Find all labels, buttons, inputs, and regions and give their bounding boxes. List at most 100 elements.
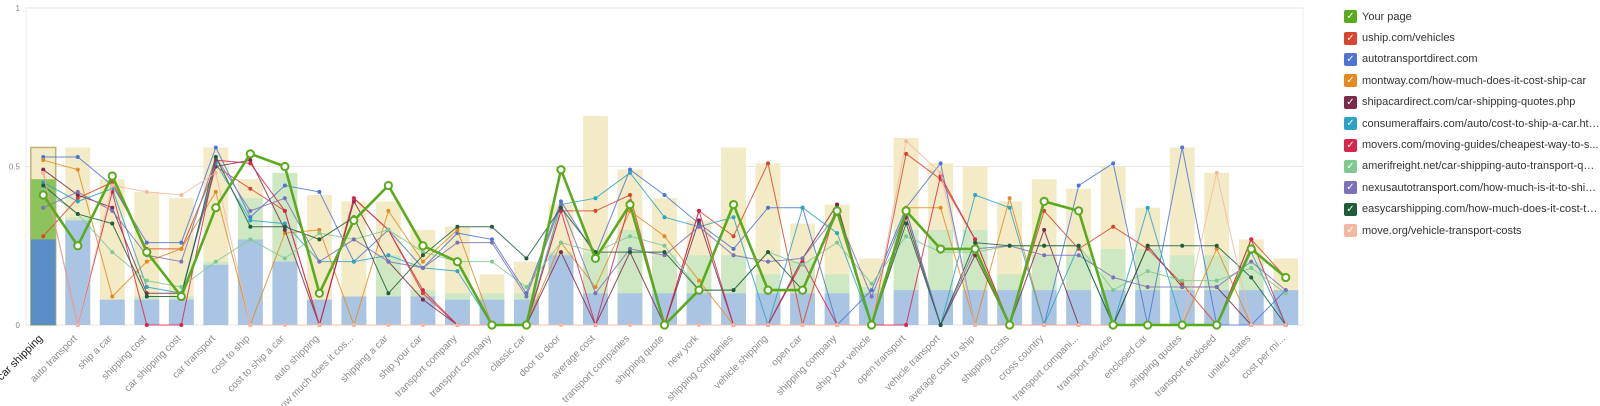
- point-series-2[interactable]: [1111, 161, 1116, 166]
- point-series-8[interactable]: [731, 253, 736, 258]
- point-series-3[interactable]: [41, 158, 46, 163]
- bar-blue[interactable]: [548, 255, 574, 325]
- point-series-8[interactable]: [800, 256, 805, 261]
- point-series-10[interactable]: [593, 323, 598, 327]
- point-series-7[interactable]: [248, 237, 253, 242]
- legend-item[interactable]: ✓ shipacardirect.com/car-shipping-quotes.…: [1344, 92, 1600, 113]
- point-series-10[interactable]: [455, 323, 460, 327]
- point-your-page[interactable]: [1005, 320, 1015, 330]
- point-series-10[interactable]: [420, 323, 425, 327]
- point-series-7[interactable]: [1111, 288, 1116, 293]
- point-series-8[interactable]: [766, 259, 771, 264]
- point-series-9[interactable]: [1076, 243, 1081, 248]
- point-series-8[interactable]: [1076, 253, 1081, 258]
- point-series-8[interactable]: [1214, 284, 1219, 289]
- checkbox-icon[interactable]: ✓: [1344, 159, 1357, 173]
- point-series-4[interactable]: [41, 167, 46, 172]
- point-series-8[interactable]: [558, 202, 563, 207]
- point-series-7[interactable]: [489, 259, 494, 264]
- point-series-2[interactable]: [731, 246, 736, 251]
- point-series-9[interactable]: [282, 224, 287, 229]
- point-series-5[interactable]: [455, 269, 460, 274]
- point-series-5[interactable]: [144, 284, 149, 289]
- point-series-9[interactable]: [420, 253, 425, 258]
- point-series-5[interactable]: [1145, 205, 1150, 210]
- point-series-6[interactable]: [179, 323, 184, 327]
- point-series-2[interactable]: [938, 161, 943, 166]
- point-series-3[interactable]: [317, 227, 322, 232]
- bar-blue[interactable]: [99, 299, 125, 325]
- point-series-4[interactable]: [75, 193, 80, 198]
- legend-item[interactable]: ✓ uship.com/vehicles: [1344, 27, 1600, 48]
- point-series-10[interactable]: [697, 323, 702, 327]
- point-series-3[interactable]: [110, 294, 115, 299]
- point-your-page[interactable]: [1246, 244, 1256, 254]
- point-series-5[interactable]: [282, 221, 287, 226]
- point-series-1[interactable]: [248, 186, 253, 191]
- point-your-page[interactable]: [728, 199, 739, 210]
- point-series-9[interactable]: [938, 323, 943, 327]
- point-your-page[interactable]: [142, 247, 152, 257]
- point-your-page[interactable]: [590, 253, 601, 264]
- point-your-page[interactable]: [625, 199, 635, 210]
- point-series-5[interactable]: [386, 253, 391, 258]
- point-series-7[interactable]: [1180, 278, 1185, 283]
- point-your-page[interactable]: [521, 320, 532, 330]
- point-series-8[interactable]: [1145, 284, 1150, 289]
- point-series-7[interactable]: [1145, 269, 1150, 274]
- point-series-9[interactable]: [1249, 275, 1254, 280]
- point-series-4[interactable]: [835, 202, 840, 207]
- point-series-9[interactable]: [731, 288, 736, 293]
- point-series-7[interactable]: [420, 250, 425, 255]
- point-series-9[interactable]: [489, 224, 494, 229]
- point-series-1[interactable]: [766, 161, 771, 166]
- legend-item[interactable]: ✓ amerifreight.net/car-shipping-auto-tran…: [1344, 156, 1600, 177]
- point-series-10[interactable]: [627, 323, 632, 327]
- point-series-9[interactable]: [1007, 243, 1012, 248]
- point-series-9[interactable]: [662, 250, 667, 255]
- point-series-8[interactable]: [1111, 275, 1116, 280]
- point-series-10[interactable]: [282, 323, 287, 327]
- point-your-page[interactable]: [556, 165, 566, 175]
- point-series-7[interactable]: [558, 240, 563, 245]
- point-series-8[interactable]: [386, 259, 391, 264]
- point-series-2[interactable]: [213, 145, 218, 150]
- point-series-2[interactable]: [1180, 145, 1185, 150]
- point-series-5[interactable]: [41, 180, 46, 185]
- point-series-8[interactable]: [524, 294, 529, 299]
- point-series-10[interactable]: [938, 170, 943, 175]
- point-series-2[interactable]: [282, 183, 287, 188]
- point-your-page[interactable]: [487, 320, 497, 330]
- legend-item[interactable]: ✓ move.org/vehicle-transport-costs: [1344, 220, 1600, 241]
- checkbox-icon[interactable]: ✓: [1344, 202, 1357, 216]
- point-your-page[interactable]: [659, 320, 670, 330]
- point-your-page[interactable]: [418, 241, 428, 251]
- point-series-5[interactable]: [75, 199, 80, 204]
- legend-item[interactable]: ✓ montway.com/how-much-does-it-cost-ship-…: [1344, 70, 1600, 91]
- point-series-10[interactable]: [144, 189, 149, 194]
- point-series-3[interactable]: [662, 234, 667, 239]
- point-your-page[interactable]: [1074, 206, 1084, 216]
- point-series-7[interactable]: [869, 281, 874, 286]
- point-series-1[interactable]: [593, 208, 598, 213]
- point-series-1[interactable]: [1042, 208, 1047, 213]
- point-series-1[interactable]: [41, 234, 46, 239]
- point-series-7[interactable]: [317, 231, 322, 236]
- point-series-10[interactable]: [1042, 323, 1047, 327]
- point-series-8[interactable]: [1042, 253, 1047, 258]
- point-series-5[interactable]: [973, 193, 978, 198]
- point-series-7[interactable]: [110, 250, 115, 255]
- point-your-page[interactable]: [38, 190, 48, 200]
- point-series-3[interactable]: [593, 284, 598, 289]
- point-your-page[interactable]: [211, 203, 221, 213]
- point-series-9[interactable]: [41, 183, 46, 188]
- point-series-5[interactable]: [1007, 205, 1012, 210]
- point-series-2[interactable]: [317, 189, 322, 194]
- point-series-10[interactable]: [766, 323, 771, 327]
- x-tick-label[interactable]: average cost to ship: [906, 333, 977, 404]
- point-series-3[interactable]: [179, 246, 184, 251]
- checkbox-icon[interactable]: ✓: [1344, 224, 1357, 238]
- point-series-1[interactable]: [627, 193, 632, 198]
- bar-blue[interactable]: [617, 293, 643, 325]
- point-your-page[interactable]: [866, 320, 877, 330]
